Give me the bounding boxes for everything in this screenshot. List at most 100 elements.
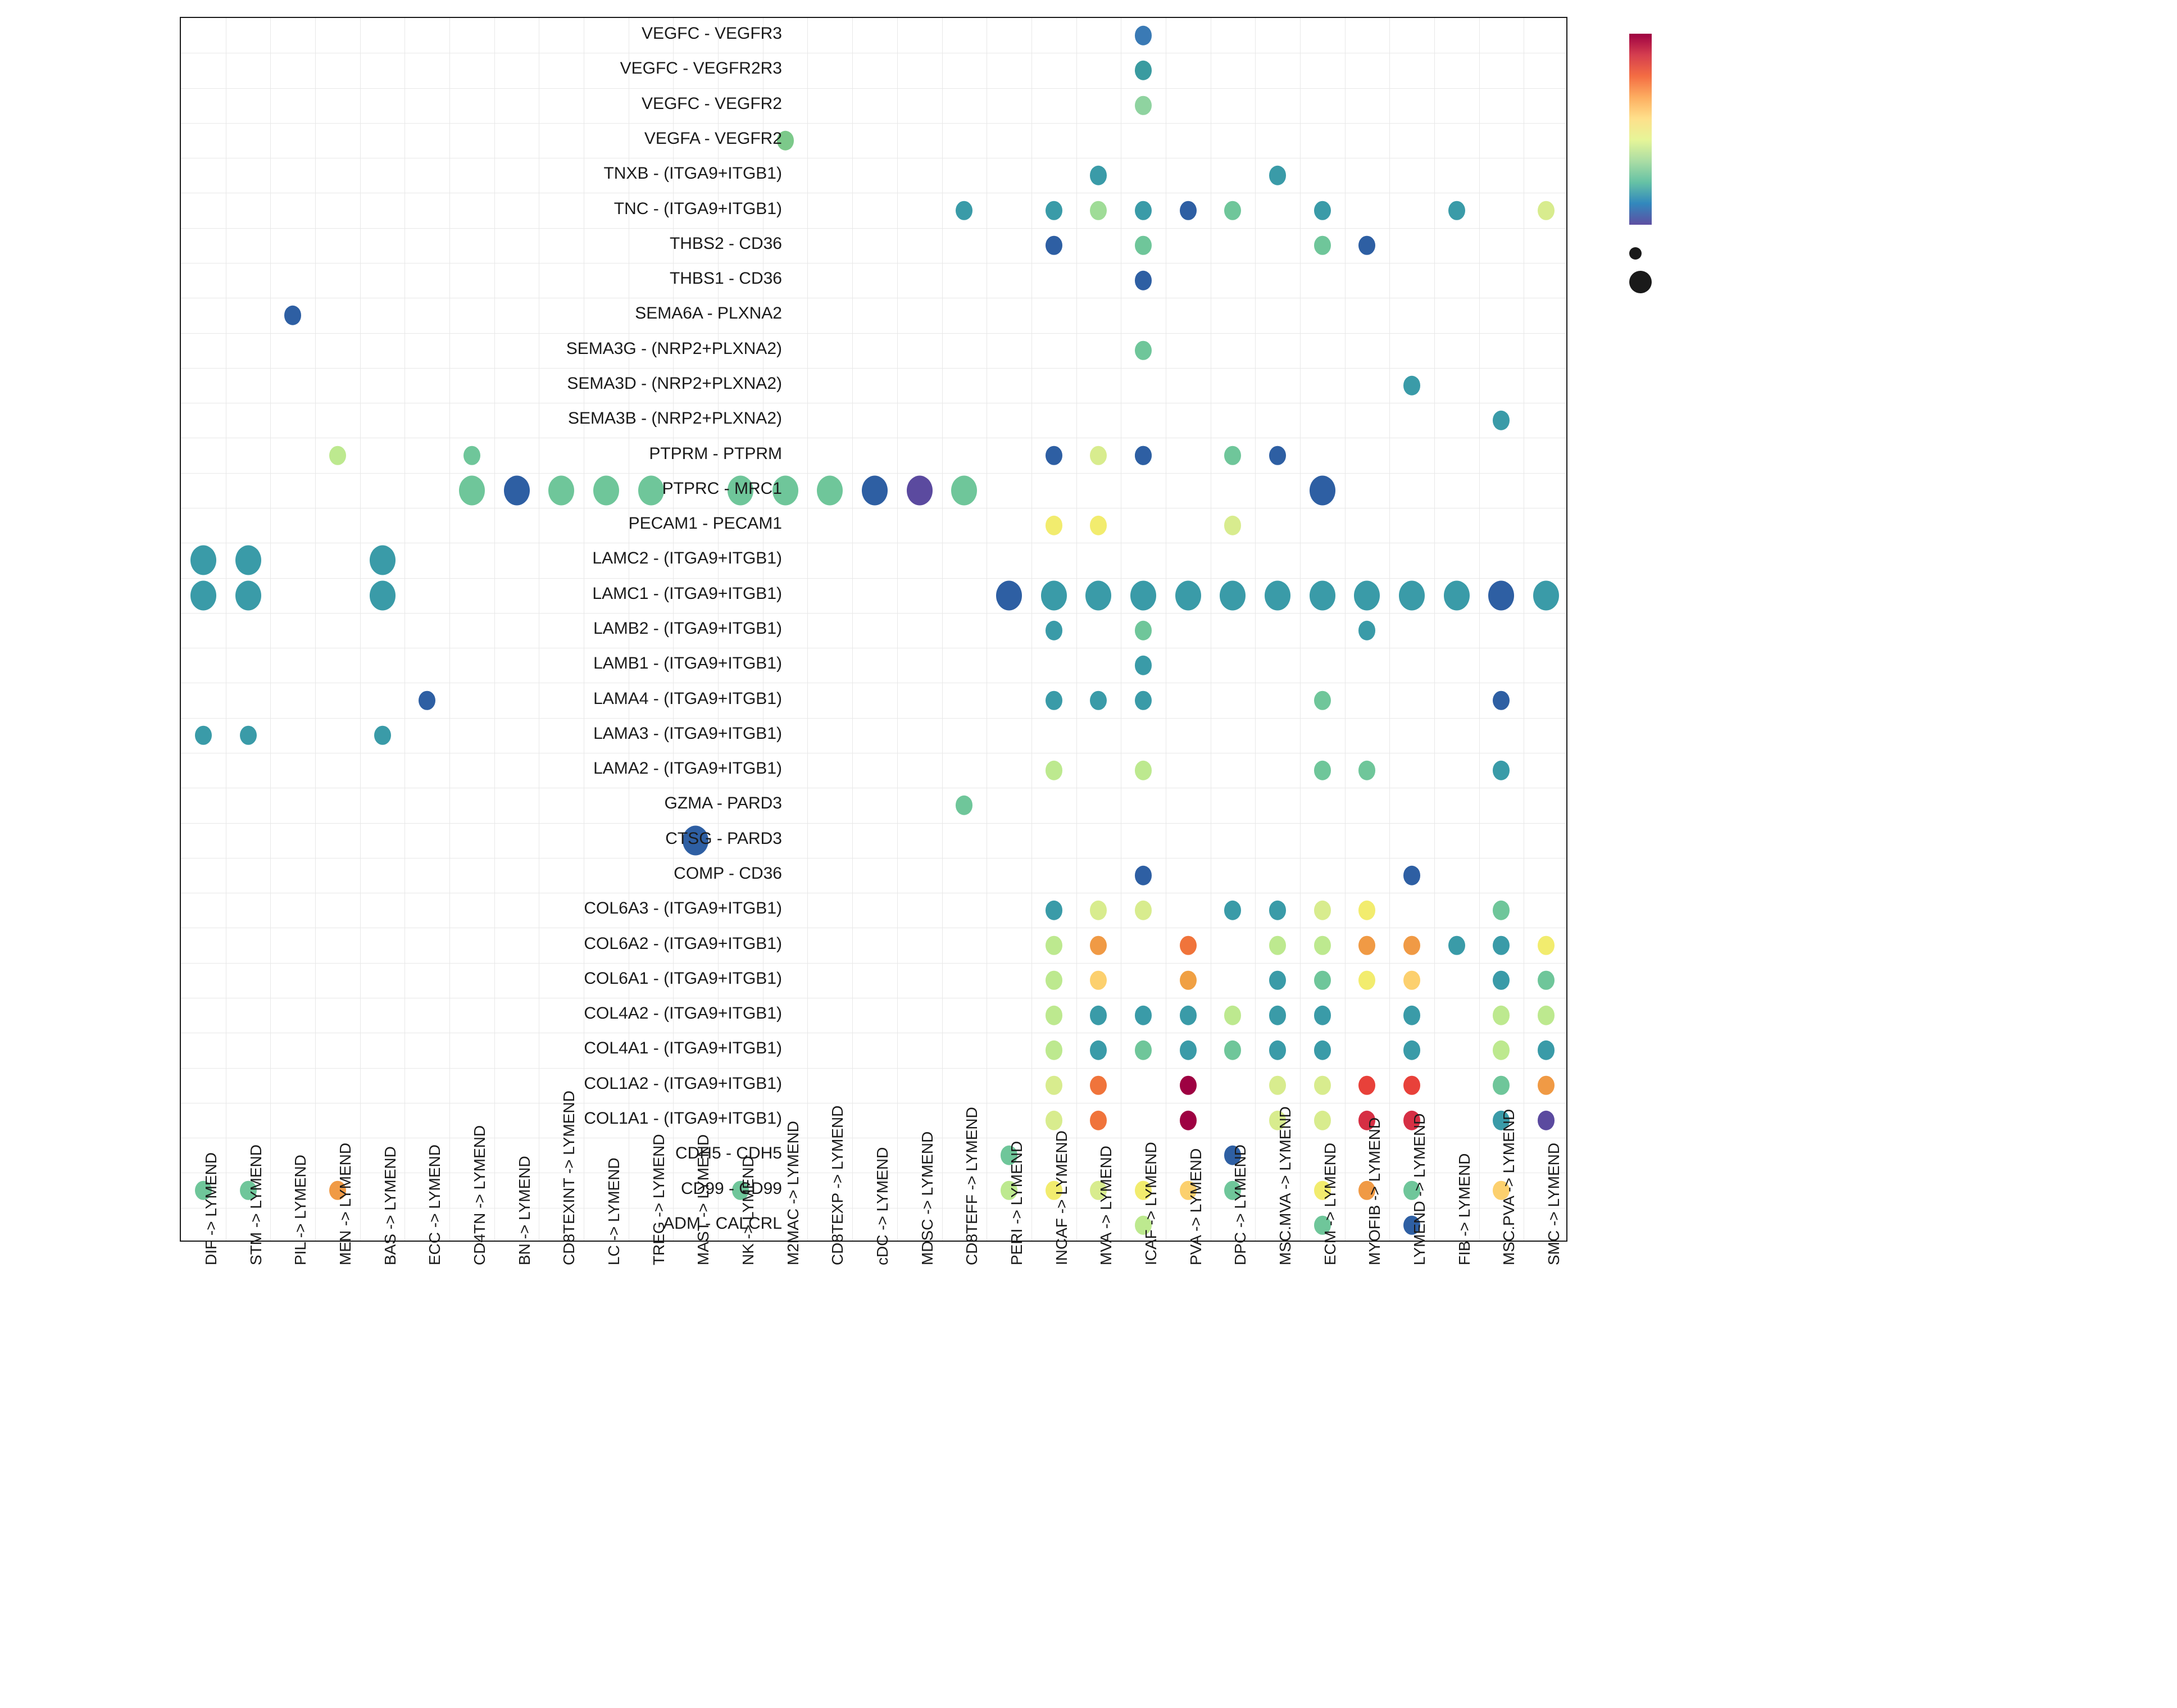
data-dot[interactable] <box>817 475 843 505</box>
data-dot[interactable] <box>1269 901 1286 920</box>
data-dot[interactable] <box>1448 201 1465 220</box>
data-dot[interactable] <box>1448 935 1465 955</box>
data-dot[interactable] <box>1533 580 1559 610</box>
data-dot[interactable] <box>1220 580 1246 610</box>
data-dot[interactable] <box>1314 971 1331 991</box>
data-dot[interactable] <box>907 475 933 505</box>
data-dot[interactable] <box>1090 971 1107 991</box>
data-dot[interactable] <box>1269 166 1286 185</box>
data-dot[interactable] <box>1090 1006 1107 1025</box>
data-dot[interactable] <box>1538 935 1555 955</box>
data-dot[interactable] <box>1493 411 1510 430</box>
data-dot[interactable] <box>1224 1041 1241 1060</box>
data-dot[interactable] <box>1135 201 1152 220</box>
data-dot[interactable] <box>1358 971 1375 991</box>
data-dot[interactable] <box>1041 580 1067 610</box>
data-dot[interactable] <box>1358 935 1375 955</box>
data-dot[interactable] <box>1538 1041 1555 1060</box>
data-dot[interactable] <box>1135 61 1152 80</box>
data-dot[interactable] <box>1538 971 1555 991</box>
data-dot[interactable] <box>996 580 1022 610</box>
data-dot[interactable] <box>1085 580 1111 610</box>
data-dot[interactable] <box>1403 1006 1420 1025</box>
data-dot[interactable] <box>1180 1111 1197 1130</box>
data-dot[interactable] <box>1090 166 1107 185</box>
data-dot[interactable] <box>1090 446 1107 465</box>
data-dot[interactable] <box>1046 236 1062 256</box>
data-dot[interactable] <box>1046 761 1062 780</box>
data-dot[interactable] <box>1046 1111 1062 1130</box>
data-dot[interactable] <box>1538 1111 1555 1130</box>
data-dot[interactable] <box>1135 621 1152 640</box>
data-dot[interactable] <box>1135 866 1152 885</box>
data-dot[interactable] <box>1314 1075 1331 1095</box>
data-dot[interactable] <box>1314 1006 1331 1025</box>
data-dot[interactable] <box>951 475 977 505</box>
data-dot[interactable] <box>1403 971 1420 991</box>
data-dot[interactable] <box>1493 935 1510 955</box>
data-dot[interactable] <box>862 475 888 505</box>
data-dot[interactable] <box>1444 580 1470 610</box>
data-dot[interactable] <box>1403 1075 1420 1095</box>
data-dot[interactable] <box>1493 691 1510 710</box>
data-dot[interactable] <box>1358 1075 1375 1095</box>
data-dot[interactable] <box>1538 201 1555 220</box>
data-dot[interactable] <box>1403 1041 1420 1060</box>
data-dot[interactable] <box>1310 580 1335 610</box>
data-dot[interactable] <box>1090 1041 1107 1060</box>
data-dot[interactable] <box>1493 1006 1510 1025</box>
data-dot[interactable] <box>1130 580 1156 610</box>
data-dot[interactable] <box>1358 901 1375 920</box>
data-dot[interactable] <box>1403 376 1420 396</box>
data-dot[interactable] <box>1314 236 1331 256</box>
data-dot[interactable] <box>1046 1075 1062 1095</box>
data-dot[interactable] <box>1224 201 1241 220</box>
data-dot[interactable] <box>1046 901 1062 920</box>
data-dot[interactable] <box>1135 340 1152 360</box>
data-dot[interactable] <box>1046 935 1062 955</box>
data-dot[interactable] <box>1269 446 1286 465</box>
data-dot[interactable] <box>1135 1041 1152 1060</box>
data-dot[interactable] <box>1180 935 1197 955</box>
data-dot[interactable] <box>1135 236 1152 256</box>
data-dot[interactable] <box>1090 901 1107 920</box>
data-dot[interactable] <box>1493 901 1510 920</box>
data-dot[interactable] <box>1135 1006 1152 1025</box>
data-dot[interactable] <box>1358 621 1375 640</box>
data-dot[interactable] <box>1493 1041 1510 1060</box>
data-dot[interactable] <box>1090 201 1107 220</box>
data-dot[interactable] <box>1090 691 1107 710</box>
data-dot[interactable] <box>1269 971 1286 991</box>
data-dot[interactable] <box>1046 516 1062 535</box>
data-dot[interactable] <box>1180 971 1197 991</box>
data-dot[interactable] <box>1046 971 1062 991</box>
data-dot[interactable] <box>1090 935 1107 955</box>
data-dot[interactable] <box>1399 580 1425 610</box>
data-dot[interactable] <box>1265 580 1290 610</box>
data-dot[interactable] <box>1090 516 1107 535</box>
data-dot[interactable] <box>1269 1041 1286 1060</box>
data-dot[interactable] <box>1135 26 1152 46</box>
data-dot[interactable] <box>1269 1006 1286 1025</box>
data-dot[interactable] <box>1488 580 1514 610</box>
data-dot[interactable] <box>1224 1006 1241 1025</box>
data-dot[interactable] <box>1314 201 1331 220</box>
data-dot[interactable] <box>1180 1075 1197 1095</box>
data-dot[interactable] <box>1310 475 1335 505</box>
data-dot[interactable] <box>1538 1075 1555 1095</box>
data-dot[interactable] <box>1046 201 1062 220</box>
data-dot[interactable] <box>1493 971 1510 991</box>
data-dot[interactable] <box>1135 691 1152 710</box>
data-dot[interactable] <box>956 201 972 220</box>
data-dot[interactable] <box>1493 1075 1510 1095</box>
data-dot[interactable] <box>1269 935 1286 955</box>
data-dot[interactable] <box>1314 761 1331 780</box>
data-dot[interactable] <box>1403 935 1420 955</box>
data-dot[interactable] <box>1046 1006 1062 1025</box>
data-dot[interactable] <box>1314 691 1331 710</box>
data-dot[interactable] <box>1314 1111 1331 1130</box>
data-dot[interactable] <box>1090 1075 1107 1095</box>
data-dot[interactable] <box>1135 761 1152 780</box>
data-dot[interactable] <box>1046 691 1062 710</box>
data-dot[interactable] <box>1135 96 1152 115</box>
